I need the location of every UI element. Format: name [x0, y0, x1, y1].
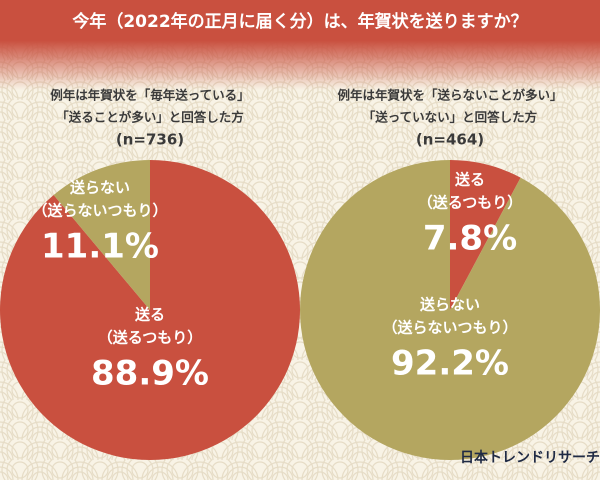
value-label: 92.2%: [391, 344, 509, 384]
pie-slice: [450, 160, 521, 310]
category-label: 送らない: [69, 179, 130, 197]
subtitle: 例年は年賀状を「送らないことが多い」: [337, 88, 562, 103]
value-label: 11.1%: [41, 227, 159, 267]
title-band: [0, 0, 600, 90]
category-note: （送るつもり）: [98, 329, 202, 347]
subtitle: 例年は年賀状を「毎年送っている」: [50, 88, 249, 103]
category-note: （送らないつもり）: [32, 202, 167, 220]
sample-size: (n=464): [416, 131, 484, 149]
category-note: （送るつもり）: [418, 194, 522, 212]
category-note: （送らないつもり）: [382, 319, 517, 337]
category-label: 送る: [134, 306, 165, 324]
pie-slice: [53, 160, 150, 310]
subtitle: 「送っていない」と回答した方: [363, 110, 537, 125]
subtitle: 「送ることが多い」と回答した方: [56, 110, 244, 125]
source-logo: 日本トレンドリサーチ: [460, 449, 600, 466]
value-label: 88.9%: [91, 354, 209, 394]
sample-size: (n=736): [116, 131, 184, 149]
category-label: 送る: [454, 171, 485, 189]
value-label: 7.8%: [423, 219, 517, 259]
category-label: 送らない: [419, 296, 480, 314]
pie-slice: [300, 160, 600, 460]
title: 今年（2022年の正月に届く分）は、年賀状を送りますか？: [72, 11, 527, 32]
